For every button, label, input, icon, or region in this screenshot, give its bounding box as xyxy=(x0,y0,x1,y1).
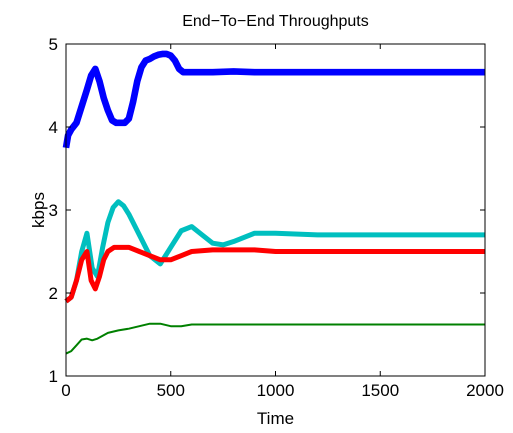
x-axis-label: Time xyxy=(257,409,294,428)
x-tick-label: 0 xyxy=(61,381,70,400)
y-tick-label: 1 xyxy=(49,367,58,386)
x-tick-label: 2000 xyxy=(466,381,504,400)
y-tick-label: 5 xyxy=(49,35,58,54)
series-line-1 xyxy=(62,50,485,149)
series-line-3 xyxy=(64,244,485,304)
ticks-layer: 0 500 1000 1500 2000 1 2 3 4 5 xyxy=(49,35,504,400)
x-tick-label: 1500 xyxy=(361,381,399,400)
y-tick-label: 4 xyxy=(49,118,58,137)
y-tick-label: 3 xyxy=(49,201,58,220)
x-tick-label: 500 xyxy=(157,381,185,400)
series-line-4 xyxy=(65,322,485,355)
series-layer xyxy=(62,50,485,355)
chart-title: End−To−End Throughputs xyxy=(182,13,369,30)
x-tick-label: 1000 xyxy=(257,381,295,400)
y-axis-label: kbps xyxy=(29,192,48,228)
y-tick-label: 2 xyxy=(49,284,58,303)
